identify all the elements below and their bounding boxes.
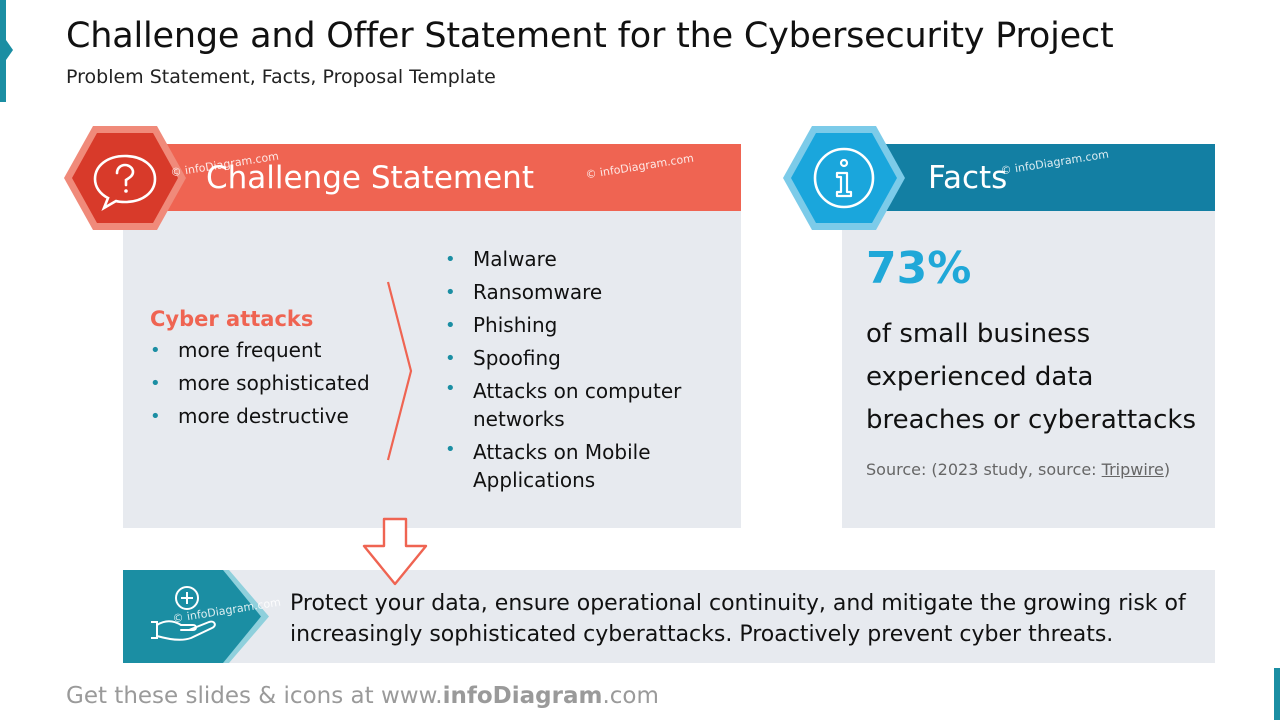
hand-plus-icon — [123, 570, 269, 663]
list-item: Malware — [445, 243, 703, 276]
question-bubble-icon — [64, 126, 186, 230]
page-title: Challenge and Offer Statement for the Cy… — [66, 16, 1114, 56]
source-suffix: ) — [1163, 460, 1171, 479]
footer-promo: Get these slides & icons at www.infoDiag… — [66, 683, 659, 709]
list-item: Attacks on Mobile Applications — [445, 436, 703, 497]
list-item: Attacks on computer networks — [445, 375, 703, 436]
chevron-right-icon — [386, 281, 413, 461]
arrow-down-icon — [362, 517, 428, 586]
challenge-header — [123, 144, 741, 211]
footer-brand: infoDiagram — [442, 683, 603, 709]
stat-value: 73% — [866, 243, 972, 294]
footer-prefix: Get these slides & icons at www. — [66, 683, 443, 709]
facts-panel — [842, 210, 1215, 528]
list-item: Spoofing — [445, 342, 703, 375]
source-note: Source: (2023 study, source: Tripwire) — [866, 460, 1170, 479]
attack-mobile-text: Attacks on Mobile Applications — [473, 440, 651, 492]
right-accent-bar — [1274, 668, 1280, 720]
list-item: more destructive — [150, 400, 370, 433]
source-link[interactable]: Tripwire — [1101, 460, 1164, 479]
feature-list: more frequent more sophisticated more de… — [150, 334, 370, 433]
list-item: Ransomware — [445, 276, 703, 309]
attack-networks-text: Attacks on computer networks — [473, 379, 682, 431]
cyber-attacks-heading: Cyber attacks — [150, 307, 314, 331]
left-accent-bar — [0, 0, 6, 102]
offer-panel — [123, 570, 1215, 663]
left-accent-arrow — [6, 40, 13, 60]
attack-list: Malware Ransomware Phishing Spoofing Att… — [445, 243, 703, 497]
footer-suffix: .com — [602, 683, 659, 709]
facts-title: Facts — [928, 160, 1008, 196]
info-icon — [783, 126, 905, 230]
stat-description: of small business experienced data breac… — [866, 319, 1197, 435]
challenge-title: Challenge Statement — [206, 160, 534, 196]
source-prefix: Source: (2023 study, source: — [866, 460, 1102, 479]
offer-statement: Protect your data, ensure operational co… — [290, 591, 1186, 647]
list-item: more sophisticated — [150, 367, 370, 400]
page-subtitle: Problem Statement, Facts, Proposal Templ… — [66, 66, 496, 88]
list-item: Phishing — [445, 309, 703, 342]
list-item: more frequent — [150, 334, 370, 367]
